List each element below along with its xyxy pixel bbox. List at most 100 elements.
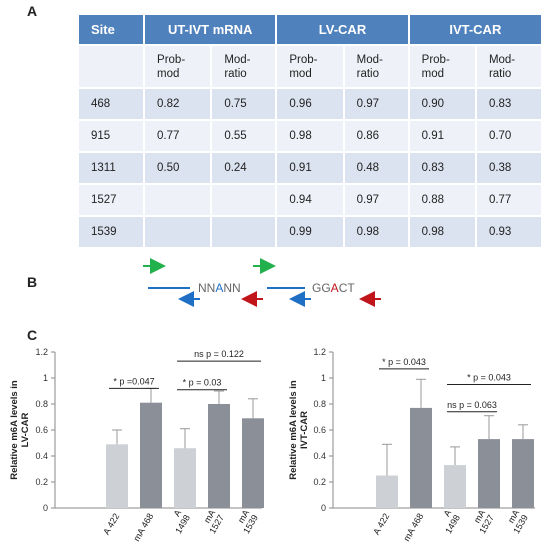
table-row: 1527 0.94 0.97 0.88 0.77 — [79, 183, 541, 216]
table-cell: 1311 — [79, 151, 146, 184]
significance-label: * p = 0.043 — [382, 357, 426, 367]
y-tick-label: 0.8 — [313, 399, 326, 409]
table-cell: 0.96 — [276, 87, 345, 120]
subheader-cell: Mod- ratio — [211, 44, 278, 88]
table-cell: 0.94 — [276, 183, 345, 216]
table-cell: 0.55 — [211, 119, 278, 152]
table-cell — [211, 215, 278, 247]
table-row: 468 0.82 0.75 0.96 0.97 0.90 0.83 — [79, 87, 541, 120]
y-tick-label: 0.2 — [313, 477, 326, 487]
table-cell: 915 — [79, 119, 146, 152]
significance-label: * p = 0.043 — [467, 373, 511, 383]
table-cell: 0.77 — [475, 183, 541, 216]
table-cell — [144, 215, 213, 247]
table-cell: 0.24 — [211, 151, 278, 184]
bar — [106, 444, 128, 508]
x-tick-label: A 422 — [371, 512, 391, 537]
header-lv-car: LV-CAR — [276, 15, 410, 45]
y-tick-label: 1 — [321, 373, 326, 383]
bar-chart-ivt-car: 0 0.2 0.4 0.6 0.8 1 1.2 Relative m6A levels inI… — [288, 347, 535, 543]
y-tick-label: 0.6 — [313, 425, 326, 435]
subheader-cell — [79, 44, 146, 88]
bar — [478, 439, 500, 508]
x-tick-label: mA1539 — [503, 508, 530, 535]
table-cell — [211, 183, 278, 216]
bar — [208, 404, 230, 508]
bar — [242, 418, 264, 508]
bar — [444, 465, 466, 508]
table-cell: 0.50 — [144, 151, 213, 184]
y-tick-label: 1.2 — [313, 347, 326, 357]
y-tick-label: 1.2 — [35, 347, 48, 357]
x-tick-label: A 422 — [101, 512, 121, 537]
table-cell: 0.98 — [408, 215, 477, 247]
significance-label: ns p = 0.122 — [194, 349, 244, 359]
table-cell: 468 — [79, 87, 146, 120]
table-cell — [144, 183, 213, 216]
table-row: 1539 0.99 0.98 0.98 0.93 — [79, 215, 541, 247]
y-tick-label: 0 — [43, 503, 48, 513]
subheader-cell: Prob- mod — [144, 44, 213, 88]
table-cell: 0.83 — [408, 151, 477, 184]
y-tick-label: 1 — [43, 373, 48, 383]
modification-table: Site UT-IVT mRNA LV-CAR IVT-CAR Prob- mo… — [79, 15, 541, 247]
table-cell: 0.99 — [276, 215, 345, 247]
x-tick-label: mA1539 — [233, 508, 260, 535]
table-cell: 1527 — [79, 183, 146, 216]
table-row: 1311 0.50 0.24 0.91 0.48 0.83 0.38 — [79, 151, 541, 184]
x-tick-label: mA 468 — [401, 512, 425, 543]
bar-chart-lv-car: 0 0.2 0.4 0.6 0.8 1 1.2 Relative m6A levels inL… — [9, 347, 264, 543]
y-tick-label: 0.4 — [35, 451, 48, 461]
table-cell: 0.98 — [343, 215, 410, 247]
y-tick-label: 0.8 — [35, 399, 48, 409]
subheader-cell: Mod- ratio — [343, 44, 410, 88]
panel-label-a: A — [27, 3, 38, 19]
x-tick-label: mA1527 — [469, 508, 496, 535]
x-tick-label: A1498 — [435, 508, 462, 535]
table-cell: 0.90 — [408, 87, 477, 120]
table-body: Prob- mod Mod- ratio Prob- mod Mod- ratio Pr… — [79, 44, 541, 247]
bar — [174, 448, 196, 508]
panel-label-c: C — [27, 327, 38, 343]
y-axis-label: Relative m6A levels inIVT-CAR — [288, 380, 310, 480]
bar — [410, 407, 432, 508]
y-tick-label: 0.4 — [313, 451, 326, 461]
panel-label-b: B — [27, 274, 38, 290]
table-cell: 0.97 — [343, 87, 410, 120]
table-cell: 0.86 — [343, 119, 410, 152]
x-tick-label: A1498 — [165, 508, 192, 535]
y-tick-label: 0 — [321, 503, 326, 513]
subheader-cell: Prob- mod — [408, 44, 477, 88]
x-tick-label: mA1527 — [199, 508, 226, 535]
table-cell: 0.97 — [343, 183, 410, 216]
table-subheader-row: Prob- mod Mod- ratio Prob- mod Mod- ratio Pr… — [79, 44, 541, 88]
table-cell: 0.82 — [144, 87, 213, 120]
table-row: 915 0.77 0.55 0.98 0.86 0.91 0.70 — [79, 119, 541, 152]
header-ivt-car: IVT-CAR — [408, 15, 541, 45]
bar — [512, 439, 534, 508]
table-cell: 0.88 — [408, 183, 477, 216]
table-cell: 0.75 — [211, 87, 278, 120]
bar — [140, 402, 162, 508]
table-cell: 0.48 — [343, 151, 410, 184]
table-cell: 0.93 — [475, 215, 541, 247]
header-ut-ivt: UT-IVT mRNA — [144, 15, 278, 45]
table-cell: 0.77 — [144, 119, 213, 152]
table-cell: 0.91 — [408, 119, 477, 152]
x-tick-label: mA 468 — [131, 512, 155, 543]
table-cell: 1539 — [79, 215, 146, 247]
y-tick-label: 0.6 — [35, 425, 48, 435]
significance-label: * p =0.047 — [113, 376, 154, 386]
motif-nnann: NNANN — [198, 281, 241, 295]
subheader-cell: Mod- ratio — [475, 44, 541, 88]
motif-ggact: GGACT — [312, 281, 355, 295]
subheader-cell: Prob- mod — [276, 44, 345, 88]
y-axis-label: Relative m6A levels inLV-CAR — [9, 380, 31, 480]
y-tick-label: 0.2 — [35, 477, 48, 487]
table-cell: 0.38 — [475, 151, 541, 184]
table-cell: 0.91 — [276, 151, 345, 184]
table-cell: 0.70 — [475, 119, 541, 152]
bar — [376, 475, 398, 508]
table-cell: 0.98 — [276, 119, 345, 152]
